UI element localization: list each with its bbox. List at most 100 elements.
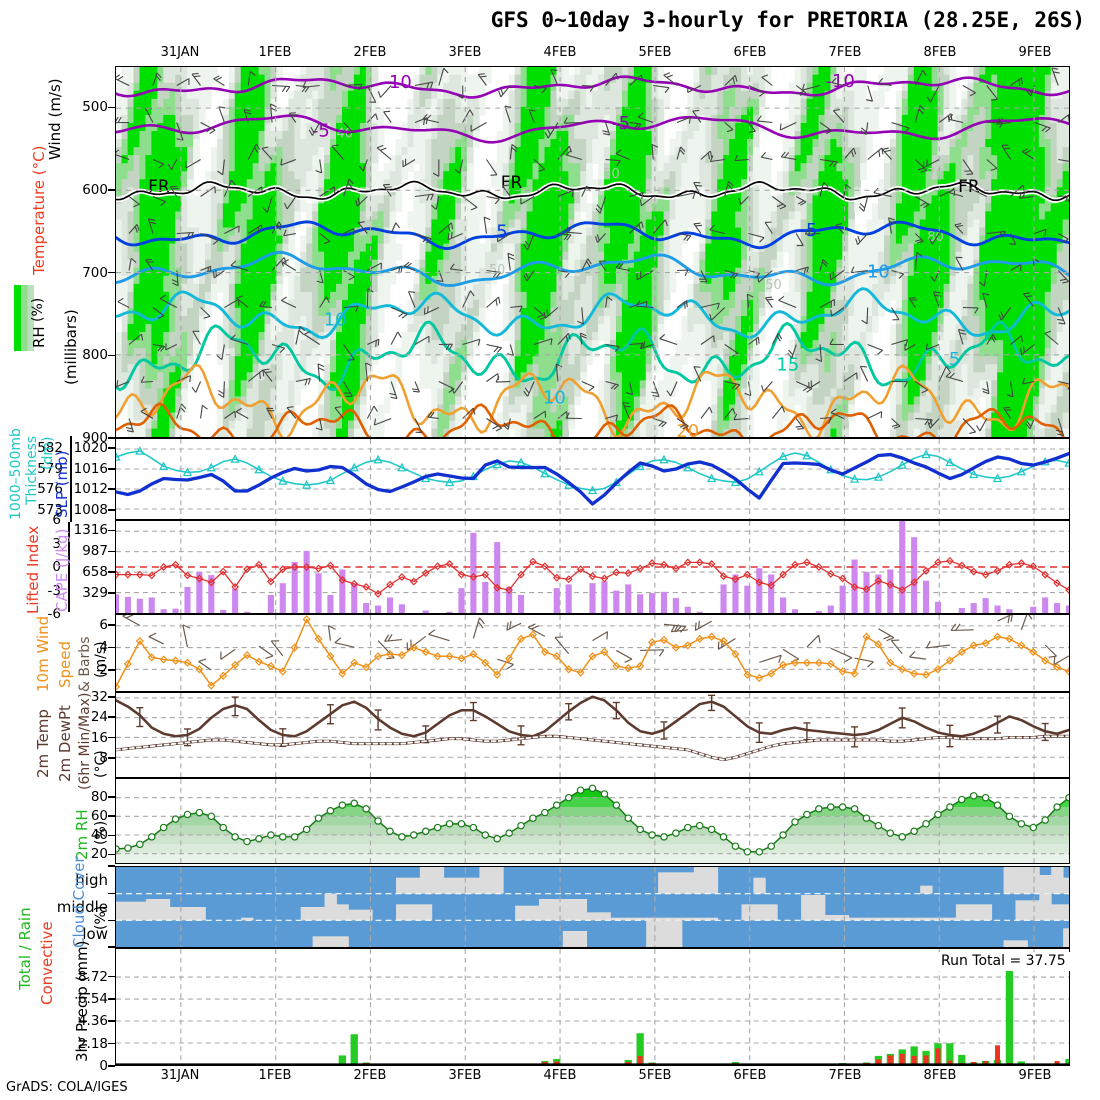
- date-label-8feb: 8FEB: [923, 1068, 957, 1083]
- 10m-wind-panel[interactable]: [115, 614, 1070, 692]
- rh2m-units-label: (%): [93, 820, 109, 845]
- date-label-1feb: 1FEB: [258, 1068, 292, 1083]
- rh2m-ytick-80: 80: [90, 789, 108, 806]
- thickness-ytick-582: 582: [37, 440, 63, 457]
- axis-tick: [108, 529, 115, 532]
- axis-tick: [108, 668, 115, 671]
- axis-tick: [108, 716, 115, 719]
- date-label-3feb: 3FEB: [448, 45, 482, 60]
- axis-tick: [108, 189, 115, 191]
- date-label-6feb: 6FEB: [733, 45, 767, 60]
- thickness-axis-label-dm: (dm): [40, 436, 56, 470]
- temp2m-units-label: (°C): [93, 750, 109, 778]
- cape-lifted-index-plot: [116, 521, 1069, 613]
- profile-rh-label: RH: [30, 326, 48, 348]
- temp2m-ytick-16: 16: [90, 729, 108, 746]
- temp2m-ytick-32: 32: [90, 689, 108, 706]
- date-label-6feb: 6FEB: [733, 1068, 767, 1083]
- axis-tick: [108, 624, 115, 626]
- rh2m-ytick-40: 40: [90, 827, 108, 844]
- axis-tick: [108, 508, 115, 511]
- axis-tick: [108, 998, 115, 1000]
- dewpt2m-label: 2m DewPt: [56, 705, 74, 782]
- axis-tick: [108, 550, 115, 553]
- wind-units-label: (m/s): [93, 641, 109, 678]
- axis-tick: [108, 853, 115, 856]
- precip-ytick-2_18: 2.18: [77, 1035, 108, 1052]
- date-label-4feb: 4FEB: [543, 45, 577, 60]
- temp2m-ytick-24: 24: [90, 709, 108, 726]
- profile-ytick-800: 800: [82, 347, 108, 364]
- axis-tick: [108, 892, 115, 895]
- wind-ytick-6: 6: [99, 617, 108, 634]
- wind-ytick-4: 4: [99, 639, 108, 656]
- lifted-index-axis-label: Lifted Index: [24, 525, 42, 614]
- upper-air-cross-section-panel[interactable]: 50 70 80 50 50 40 -10 -10 -5 -5 FR FR FR 5 5 10 10 15 5 20 1…: [115, 66, 1070, 438]
- axis-tick: [108, 756, 115, 759]
- 2m-temp-dewpoint-panel[interactable]: [115, 692, 1070, 778]
- precip-total-label: Total / Rain: [16, 907, 34, 990]
- date-label-4feb: 4FEB: [543, 1068, 577, 1083]
- precip-ytick-8_72: 8.72: [77, 968, 108, 985]
- axis-tick: [108, 736, 115, 739]
- axis-tick: [108, 467, 115, 470]
- date-label-9feb: 9FEB: [1018, 1068, 1052, 1083]
- date-axis-bottom: 31JAN 1FEB 2FEB 3FEB 4FEB 5FEB 6FEB 7FEB 8FEB 9FE…: [0, 1068, 1100, 1086]
- rh-color-swatch: [14, 285, 34, 351]
- axis-tick: [108, 447, 115, 450]
- wind-speed-label: Speed: [56, 640, 74, 688]
- wind-barbs-label: & Barbs: [77, 636, 93, 693]
- lifted-ytick-m6: -6: [47, 606, 61, 622]
- profile-ytick-600: 600: [82, 182, 108, 198]
- axis-tick: [108, 271, 115, 274]
- axis-tick: [108, 919, 115, 922]
- run-total-badge: Run Total = 37.75: [935, 952, 1072, 971]
- profile-ytick-900: 900: [82, 430, 108, 446]
- cloud-cover-panel[interactable]: [115, 866, 1070, 948]
- axis-tick: [108, 106, 115, 109]
- date-label-5feb: 5FEB: [638, 45, 672, 60]
- axis-tick: [108, 646, 115, 649]
- precip-ytick-6_54: 6.54: [77, 990, 108, 1007]
- thickness-axis-label-thickness: Thickness: [24, 435, 40, 505]
- axis-tick: [108, 488, 115, 491]
- axis-tick: [108, 354, 115, 357]
- temp2m-label: 2m Temp: [34, 709, 52, 778]
- cloud-row-label-low: low: [82, 925, 108, 944]
- temp2m-ytick-8: 8: [99, 749, 108, 766]
- cape-ytick-987: 987: [82, 543, 108, 560]
- date-label-2feb: 2FEB: [353, 1068, 387, 1083]
- date-label-1feb: 1FEB: [258, 45, 292, 60]
- cloud-row-label-middle: middle: [56, 898, 108, 916]
- axis-tick: [108, 834, 115, 837]
- 2m-rh-plot: [116, 779, 1069, 863]
- cape-lifted-index-panel[interactable]: [115, 520, 1070, 614]
- cloud-row-label-high: high: [75, 870, 108, 889]
- cloud-units-label: (%): [93, 905, 109, 930]
- axis-tick: [108, 1065, 115, 1067]
- axis-tick: [108, 437, 115, 439]
- lifted-ytick-3: 3: [52, 535, 61, 552]
- rh2m-label: 2m RH: [73, 809, 91, 860]
- profile-wind-label: Wind (m/s): [46, 78, 64, 160]
- profile-units-label: (millibars): [62, 309, 80, 385]
- date-label-7feb: 7FEB: [828, 45, 862, 60]
- slp-thickness-panel[interactable]: [115, 438, 1070, 520]
- precip-plot: [116, 949, 1069, 1065]
- axis-tick: [108, 592, 115, 594]
- date-label-31jan: 31JAN: [160, 45, 200, 60]
- lifted-ytick-m3: -3: [47, 582, 61, 599]
- 2m-rh-panel[interactable]: [115, 778, 1070, 864]
- 2m-temp-dewpoint-plot: [116, 693, 1069, 777]
- cape-ytick-329: 329: [82, 585, 108, 602]
- axis-tick: [108, 796, 115, 798]
- axis-tick: [108, 865, 115, 867]
- precip-panel[interactable]: [115, 948, 1070, 1066]
- slp-thickness-plot: [116, 439, 1069, 519]
- profile-rh-pct-label: (%): [30, 297, 46, 322]
- date-label-5feb: 5FEB: [638, 1068, 672, 1083]
- axis-tick: [108, 1020, 115, 1023]
- date-label-3feb: 3FEB: [448, 1068, 482, 1083]
- precip-ytick-0: 0: [99, 1058, 108, 1074]
